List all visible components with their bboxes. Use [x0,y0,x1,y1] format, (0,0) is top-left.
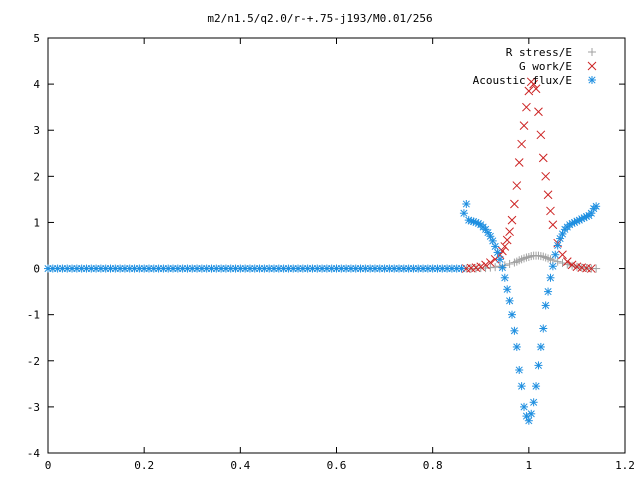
y-tick-label: -4 [27,447,41,460]
x-tick-label: 1.2 [615,459,635,472]
data-point-series-1 [529,79,538,89]
data-point-series-2 [548,262,557,271]
data-point-series-2 [517,382,526,391]
y-tick-label: 0 [33,263,40,276]
data-point-series-1 [567,260,577,270]
data-point-series-1 [522,102,531,112]
axis-ticks: 0 0.2 0.4 0.6 0.8 1 1.2 -4 -3 -2 -1 0 1 2 3 4 5 [27,32,635,472]
data-point-series-2 [500,273,509,282]
y-tick-label: 2 [33,170,40,183]
data-point-series-2 [459,209,468,218]
data-point-series-2 [553,241,562,250]
data-point-series-2 [226,264,235,273]
y-tick-label: 5 [33,32,40,45]
data-point-series-2 [541,301,550,310]
legend-marker [588,76,596,84]
data-point-series-0 [491,263,500,272]
y-tick-label: -1 [27,309,40,322]
data-point-series-1 [507,215,517,225]
data-point-series-1 [534,107,543,117]
y-tick-label: -3 [27,401,40,414]
data-point-series-2 [536,342,545,351]
data-point-series-0 [568,261,577,270]
data-point-series-2 [498,263,507,272]
data-point-series-1 [586,264,596,273]
legend-label: Acoustic flux/E [473,74,572,87]
data-point-series-2 [495,255,504,264]
data-point-series-1 [536,130,546,140]
data-point-series-2 [512,342,521,351]
data-point-series-1 [505,227,514,237]
y-tick-label: 1 [33,216,40,229]
data-point-series-1 [500,242,510,251]
data-point-series-0 [592,264,601,273]
x-tick-label: 0.4 [230,459,250,472]
plot-area-frame [47,37,626,454]
data-point-series-1 [481,260,490,270]
x-tick-label: 0.2 [134,459,154,472]
x-tick-label: 0 [45,459,52,472]
data-point-series-2 [546,273,555,282]
data-point-series-1 [514,158,524,167]
data-point-series-2 [524,416,533,425]
data-point-series-2 [508,310,517,319]
data-point-series-0 [558,259,567,268]
x-tick-label: 1 [526,459,533,472]
data-point-series-1 [524,86,534,96]
data-point-series-2 [505,296,514,305]
legend-marker [587,61,597,71]
y-tick-label: 4 [33,78,40,91]
data-point-series-1 [531,84,541,94]
legend-marker [588,48,596,56]
data-point-series-1 [517,139,526,149]
x-tick-label: 0.8 [423,459,443,472]
data-point-series-2 [457,264,466,273]
data-point-series-1 [486,258,495,267]
legend-label: G work/E [519,60,572,73]
data-point-series-2 [539,324,548,333]
y-tick-label: -2 [27,355,40,368]
data-point-series-2 [534,361,543,370]
data-point-series-2 [462,200,471,208]
data-point-series-1 [502,235,512,245]
data-point-series-1 [562,257,572,266]
data-point-series-1 [512,181,522,190]
data-point-series-0 [553,257,562,266]
data-point-series-1 [558,250,567,260]
chart-title: m2/n1.5/q2.0/r-+.75-j193/M0.01/256 [207,12,432,25]
y-tick-label: 3 [33,124,40,137]
data-point-series-2 [515,366,524,374]
data-point-series-2 [503,285,512,294]
data-point-series-2 [527,409,536,418]
data-point-series-2 [529,398,538,407]
data-point-series-2 [520,402,529,411]
data-point-series-1 [548,220,558,230]
data-point-series-2 [551,250,560,259]
data-point-series-2 [493,248,502,257]
data-point-series-1 [538,153,548,163]
data-point-series-1 [541,171,551,181]
data-point-series-1 [476,262,486,272]
data-point-series-2 [544,287,553,296]
legend-label: R stress/E [506,46,572,59]
data-point-series-2 [510,326,519,335]
data-point-series-1 [519,121,529,130]
data-point-series-2 [532,382,541,391]
data-point-series-1 [510,199,519,209]
data-point-series-1 [498,246,507,256]
data-point-series-2 [592,202,601,211]
data-point-series-0 [505,259,514,268]
data-marks [44,77,601,425]
data-point-series-1 [543,190,553,200]
data-point-series-1 [546,206,555,216]
x-tick-label: 0.6 [327,459,347,472]
